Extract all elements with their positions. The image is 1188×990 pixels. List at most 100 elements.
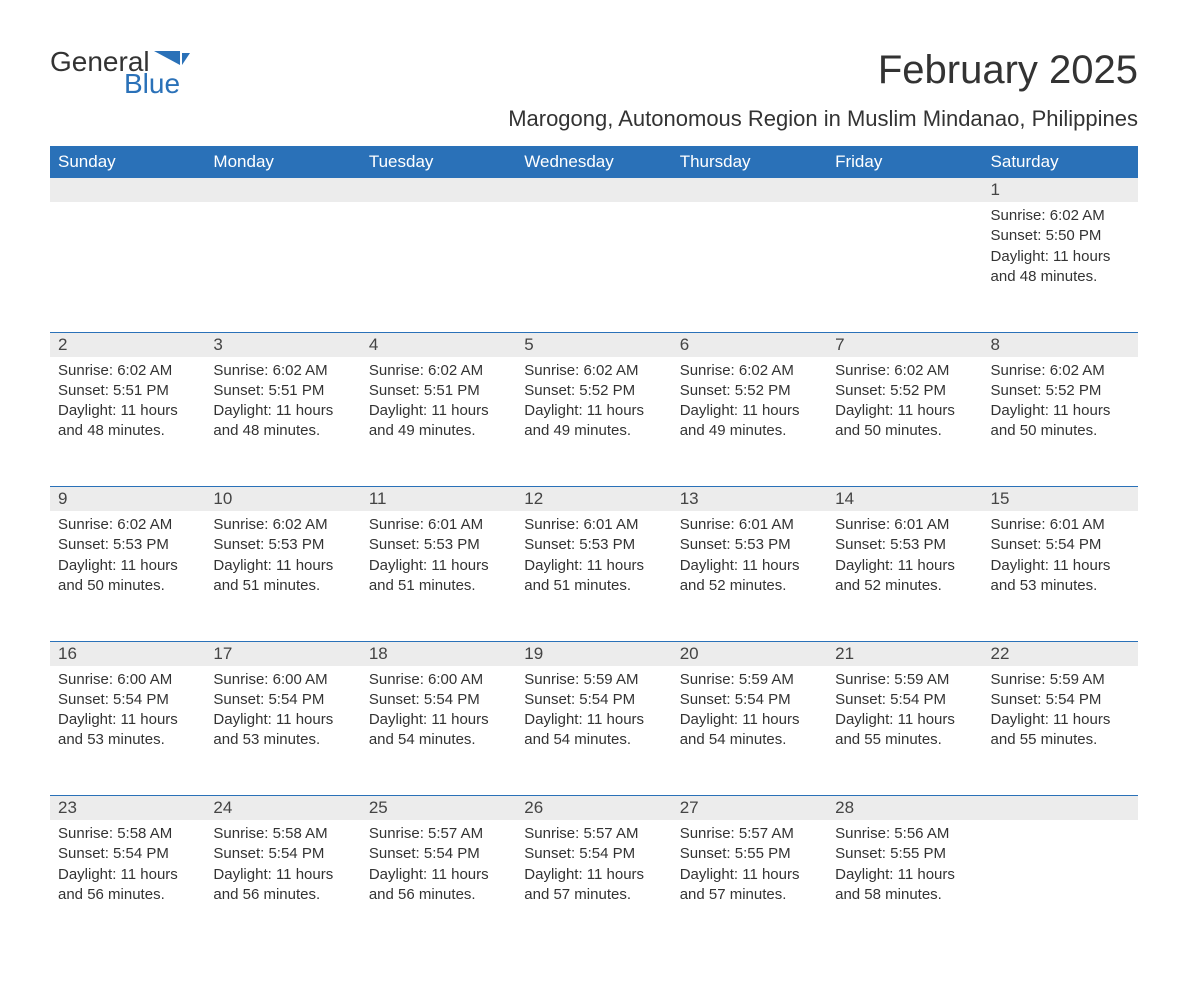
day-cell: Sunrise: 6:02 AMSunset: 5:51 PMDaylight:… <box>361 357 516 487</box>
day-number-cell: 21 <box>827 641 982 666</box>
day-cell: Sunrise: 6:02 AMSunset: 5:51 PMDaylight:… <box>50 357 205 487</box>
weekday-header-row: SundayMondayTuesdayWednesdayThursdayFrid… <box>50 146 1138 178</box>
day-number-cell: 12 <box>516 487 671 512</box>
day-number-row: 1 <box>50 178 1138 202</box>
weekday-header: Monday <box>205 146 360 178</box>
day-cell: Sunrise: 5:59 AMSunset: 5:54 PMDaylight:… <box>827 666 982 796</box>
day-cell: Sunrise: 5:57 AMSunset: 5:54 PMDaylight:… <box>361 820 516 950</box>
day-body-row: Sunrise: 6:02 AMSunset: 5:50 PMDaylight:… <box>50 202 1138 332</box>
day-cell <box>50 202 205 332</box>
day-number-cell: 1 <box>983 178 1138 202</box>
day-number-cell: 3 <box>205 332 360 357</box>
day-details: Sunrise: 5:59 AMSunset: 5:54 PMDaylight:… <box>827 666 982 759</box>
day-details: Sunrise: 6:02 AMSunset: 5:52 PMDaylight:… <box>827 357 982 450</box>
day-details: Sunrise: 6:02 AMSunset: 5:52 PMDaylight:… <box>983 357 1138 450</box>
day-cell: Sunrise: 6:02 AMSunset: 5:52 PMDaylight:… <box>827 357 982 487</box>
weekday-header: Thursday <box>672 146 827 178</box>
day-body-row: Sunrise: 5:58 AMSunset: 5:54 PMDaylight:… <box>50 820 1138 950</box>
day-cell: Sunrise: 6:01 AMSunset: 5:53 PMDaylight:… <box>672 511 827 641</box>
day-cell <box>205 202 360 332</box>
day-details: Sunrise: 6:02 AMSunset: 5:52 PMDaylight:… <box>516 357 671 450</box>
day-details: Sunrise: 5:58 AMSunset: 5:54 PMDaylight:… <box>205 820 360 913</box>
day-cell: Sunrise: 5:59 AMSunset: 5:54 PMDaylight:… <box>516 666 671 796</box>
day-cell: Sunrise: 6:02 AMSunset: 5:53 PMDaylight:… <box>205 511 360 641</box>
day-cell: Sunrise: 6:02 AMSunset: 5:52 PMDaylight:… <box>983 357 1138 487</box>
day-number-cell: 9 <box>50 487 205 512</box>
day-number-cell: 5 <box>516 332 671 357</box>
day-number-cell: 14 <box>827 487 982 512</box>
day-details: Sunrise: 6:01 AMSunset: 5:53 PMDaylight:… <box>516 511 671 604</box>
day-details: Sunrise: 5:59 AMSunset: 5:54 PMDaylight:… <box>672 666 827 759</box>
day-number-cell: 2 <box>50 332 205 357</box>
day-cell: Sunrise: 5:57 AMSunset: 5:55 PMDaylight:… <box>672 820 827 950</box>
day-details: Sunrise: 5:59 AMSunset: 5:54 PMDaylight:… <box>516 666 671 759</box>
day-cell: Sunrise: 6:02 AMSunset: 5:52 PMDaylight:… <box>516 357 671 487</box>
day-number-cell <box>827 178 982 202</box>
day-number-row: 2345678 <box>50 332 1138 357</box>
day-number-row: 9101112131415 <box>50 487 1138 512</box>
day-details: Sunrise: 6:01 AMSunset: 5:53 PMDaylight:… <box>672 511 827 604</box>
day-details: Sunrise: 5:57 AMSunset: 5:54 PMDaylight:… <box>516 820 671 913</box>
day-number-cell: 19 <box>516 641 671 666</box>
day-number-cell: 6 <box>672 332 827 357</box>
day-details: Sunrise: 6:02 AMSunset: 5:53 PMDaylight:… <box>50 511 205 604</box>
day-number-cell: 8 <box>983 332 1138 357</box>
day-number-cell: 18 <box>361 641 516 666</box>
day-cell: Sunrise: 6:02 AMSunset: 5:52 PMDaylight:… <box>672 357 827 487</box>
day-details: Sunrise: 6:01 AMSunset: 5:53 PMDaylight:… <box>827 511 982 604</box>
day-number-cell <box>672 178 827 202</box>
day-number-cell <box>361 178 516 202</box>
day-number-cell: 28 <box>827 796 982 821</box>
day-cell: Sunrise: 5:59 AMSunset: 5:54 PMDaylight:… <box>672 666 827 796</box>
day-number-cell: 4 <box>361 332 516 357</box>
day-number-cell: 13 <box>672 487 827 512</box>
day-details: Sunrise: 5:57 AMSunset: 5:54 PMDaylight:… <box>361 820 516 913</box>
day-number-cell <box>205 178 360 202</box>
day-cell: Sunrise: 6:00 AMSunset: 5:54 PMDaylight:… <box>361 666 516 796</box>
day-details: Sunrise: 6:01 AMSunset: 5:53 PMDaylight:… <box>361 511 516 604</box>
day-cell: Sunrise: 6:02 AMSunset: 5:53 PMDaylight:… <box>50 511 205 641</box>
day-details: Sunrise: 5:57 AMSunset: 5:55 PMDaylight:… <box>672 820 827 913</box>
day-details: Sunrise: 5:59 AMSunset: 5:54 PMDaylight:… <box>983 666 1138 759</box>
day-cell: Sunrise: 6:02 AMSunset: 5:51 PMDaylight:… <box>205 357 360 487</box>
day-cell <box>361 202 516 332</box>
logo: General Blue <box>50 48 190 98</box>
day-cell: Sunrise: 5:56 AMSunset: 5:55 PMDaylight:… <box>827 820 982 950</box>
day-cell: Sunrise: 6:01 AMSunset: 5:53 PMDaylight:… <box>516 511 671 641</box>
day-number-cell: 17 <box>205 641 360 666</box>
day-cell: Sunrise: 6:01 AMSunset: 5:53 PMDaylight:… <box>361 511 516 641</box>
day-cell: Sunrise: 6:01 AMSunset: 5:53 PMDaylight:… <box>827 511 982 641</box>
day-body-row: Sunrise: 6:02 AMSunset: 5:53 PMDaylight:… <box>50 511 1138 641</box>
day-body-row: Sunrise: 6:02 AMSunset: 5:51 PMDaylight:… <box>50 357 1138 487</box>
day-cell: Sunrise: 5:59 AMSunset: 5:54 PMDaylight:… <box>983 666 1138 796</box>
day-cell: Sunrise: 6:00 AMSunset: 5:54 PMDaylight:… <box>205 666 360 796</box>
day-number-row: 232425262728 <box>50 796 1138 821</box>
weekday-header: Wednesday <box>516 146 671 178</box>
month-title: February 2025 <box>878 48 1138 93</box>
day-cell: Sunrise: 5:57 AMSunset: 5:54 PMDaylight:… <box>516 820 671 950</box>
day-cell <box>983 820 1138 950</box>
day-details: Sunrise: 6:00 AMSunset: 5:54 PMDaylight:… <box>361 666 516 759</box>
day-number-cell: 20 <box>672 641 827 666</box>
weekday-header: Tuesday <box>361 146 516 178</box>
day-details: Sunrise: 6:02 AMSunset: 5:52 PMDaylight:… <box>672 357 827 450</box>
location-subtitle: Marogong, Autonomous Region in Muslim Mi… <box>50 106 1138 132</box>
day-number-cell <box>516 178 671 202</box>
day-details: Sunrise: 6:02 AMSunset: 5:51 PMDaylight:… <box>361 357 516 450</box>
day-number-cell: 25 <box>361 796 516 821</box>
day-details: Sunrise: 6:02 AMSunset: 5:51 PMDaylight:… <box>50 357 205 450</box>
day-number-row: 16171819202122 <box>50 641 1138 666</box>
day-details: Sunrise: 6:02 AMSunset: 5:51 PMDaylight:… <box>205 357 360 450</box>
day-details: Sunrise: 5:56 AMSunset: 5:55 PMDaylight:… <box>827 820 982 913</box>
day-cell <box>516 202 671 332</box>
day-cell: Sunrise: 5:58 AMSunset: 5:54 PMDaylight:… <box>50 820 205 950</box>
day-cell <box>672 202 827 332</box>
day-number-cell: 11 <box>361 487 516 512</box>
day-number-cell: 10 <box>205 487 360 512</box>
day-cell: Sunrise: 6:01 AMSunset: 5:54 PMDaylight:… <box>983 511 1138 641</box>
day-cell: Sunrise: 6:00 AMSunset: 5:54 PMDaylight:… <box>50 666 205 796</box>
weekday-header: Saturday <box>983 146 1138 178</box>
day-details: Sunrise: 6:02 AMSunset: 5:53 PMDaylight:… <box>205 511 360 604</box>
day-details: Sunrise: 5:58 AMSunset: 5:54 PMDaylight:… <box>50 820 205 913</box>
day-details: Sunrise: 6:00 AMSunset: 5:54 PMDaylight:… <box>50 666 205 759</box>
